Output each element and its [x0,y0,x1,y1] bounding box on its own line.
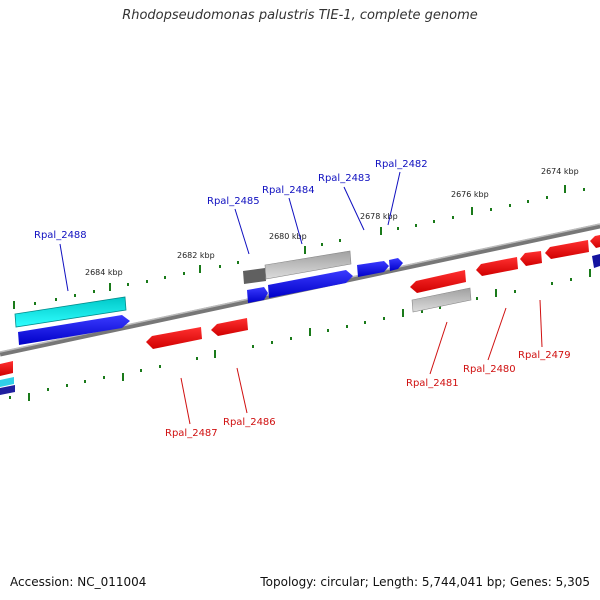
gene-pseudo-grey[interactable] [243,268,266,284]
gene-forward[interactable] [247,287,268,303]
gene-label-rpal-2486[interactable]: Rpal_2486 [223,417,276,428]
gene-label-rpal-2487[interactable]: Rpal_2487 [165,428,218,439]
map-title: Rhodopseudomonas palustris TIE-1, comple… [122,8,478,23]
gene-rna-offscreen[interactable] [0,377,14,387]
gene-label-rpal-2482[interactable]: Rpal_2482 [375,159,428,170]
reverse-genes [0,235,600,395]
gene-label-rpal-2485[interactable]: Rpal_2485 [207,196,260,207]
kbp-label: 2676 kbp [451,190,489,199]
gene-label-rpal-2483[interactable]: Rpal_2483 [318,173,371,184]
gene-rna-cyan[interactable] [14,296,127,328]
gene-pseudo-grey[interactable] [264,250,352,280]
gene-reverse[interactable] [520,251,542,266]
forward-genes [14,250,600,345]
gene-forward[interactable] [268,270,353,298]
gene-label-rpal-2480[interactable]: Rpal_2480 [463,364,516,375]
reverse-leader-lines [180,299,543,425]
kbp-label: 2680 kbp [269,232,307,241]
reverse-tick-row [9,269,591,401]
gene-label-rpal-2481[interactable]: Rpal_2481 [406,378,459,389]
forward-tick-row [13,185,585,309]
gene-forward-offscreen[interactable] [0,385,15,395]
gene-reverse[interactable] [545,240,589,259]
gene-reverse[interactable] [410,270,466,293]
accession-text: Accession: NC_011004 [10,575,147,589]
gene-reverse-offscreen[interactable] [590,235,600,248]
gene-forward[interactable] [18,315,130,345]
gene-pseudo-grey[interactable] [411,287,472,313]
gene-label-rpal-2484[interactable]: Rpal_2484 [262,185,315,196]
kbp-label: 2674 kbp [541,167,579,176]
gene-forward[interactable] [357,261,389,277]
gene-label-rpal-2479[interactable]: Rpal_2479 [518,350,571,361]
kbp-label: 2684 kbp [85,268,123,277]
kbp-label: 2678 kbp [360,212,398,221]
gene-reverse[interactable] [211,318,248,336]
genome-summary-text: Topology: circular; Length: 5,744,041 bp… [260,575,590,589]
gene-reverse[interactable] [476,257,518,276]
kbp-label: 2682 kbp [177,251,215,260]
gene-forward[interactable] [389,258,403,271]
gene-forward-offscreen[interactable] [592,254,600,268]
forward-leader-lines [59,171,401,292]
gene-reverse[interactable] [146,327,202,349]
gene-reverse-offscreen[interactable] [0,361,13,376]
gene-label-rpal-2488[interactable]: Rpal_2488 [34,230,87,241]
